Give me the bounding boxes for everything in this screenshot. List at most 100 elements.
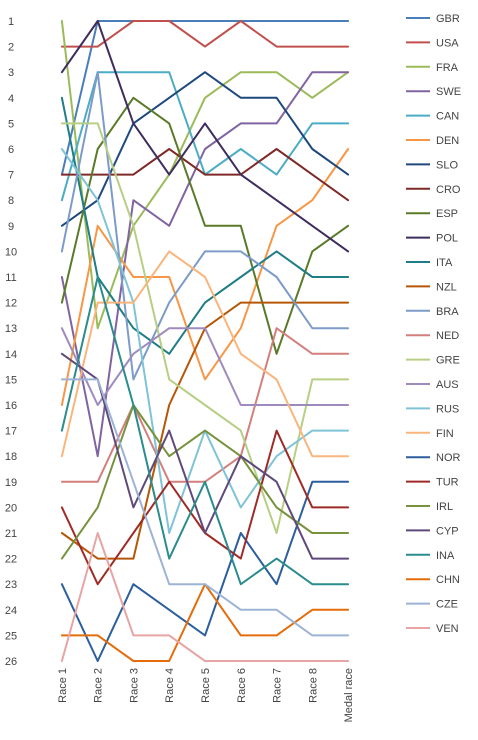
legend-label: TUR bbox=[436, 477, 459, 489]
legend-item: VEN bbox=[406, 623, 459, 635]
y-tick-label: 8 bbox=[8, 195, 14, 207]
series-line-cro bbox=[60, 148, 350, 202]
legend-label: SLO bbox=[436, 159, 458, 171]
series-line-swe bbox=[60, 71, 350, 458]
series-line-ven bbox=[60, 532, 350, 662]
series-line-gbr bbox=[60, 20, 350, 176]
y-tick-label: 3 bbox=[8, 67, 14, 79]
legend-label: DEN bbox=[436, 135, 459, 147]
legend-item: AUS bbox=[406, 379, 459, 391]
legend-item: ITA bbox=[406, 257, 453, 269]
legend-item: DEN bbox=[406, 135, 459, 147]
x-tick-label: Race 1 bbox=[57, 668, 69, 703]
x-axis-ticks: Race 1 Race 2 Race 3 Race 4 Race 5 Race 6 Race… bbox=[57, 668, 355, 722]
legend-item: POL bbox=[406, 233, 458, 245]
y-tick-label: 20 bbox=[5, 502, 17, 514]
legend-item: SLO bbox=[406, 159, 458, 171]
y-tick-label: 19 bbox=[5, 477, 17, 489]
series-line-fin bbox=[60, 250, 350, 458]
y-tick-label: 10 bbox=[5, 246, 17, 258]
legend-label: SWE bbox=[436, 86, 461, 98]
legend-label: NZL bbox=[436, 281, 457, 293]
legend-item: CZE bbox=[406, 599, 458, 611]
legend-label: USA bbox=[436, 37, 459, 49]
series-line-chn bbox=[60, 583, 350, 662]
legend-label: GRE bbox=[436, 355, 460, 367]
legend-label: INA bbox=[436, 550, 455, 562]
legend-label: CYP bbox=[436, 525, 459, 537]
legend-label: AUS bbox=[436, 379, 459, 391]
y-tick-label: 16 bbox=[5, 400, 17, 412]
series-line-ina bbox=[60, 276, 350, 586]
y-tick-label: 9 bbox=[8, 221, 14, 233]
legend-item: NZL bbox=[406, 281, 457, 293]
legend-item: NOR bbox=[406, 452, 461, 464]
y-tick-label: 25 bbox=[5, 630, 17, 642]
legend-label: CRO bbox=[436, 184, 461, 196]
x-tick-label: Race 7 bbox=[272, 668, 284, 703]
legend-item: BRA bbox=[406, 306, 459, 318]
y-tick-label: 7 bbox=[8, 170, 14, 182]
legend-label: BRA bbox=[436, 306, 459, 318]
series-line-bra bbox=[60, 71, 350, 381]
legend-item: GRE bbox=[406, 355, 460, 367]
y-tick-label: 23 bbox=[5, 579, 17, 591]
legend-item: CYP bbox=[406, 525, 459, 537]
legend-label: RUS bbox=[436, 403, 459, 415]
x-tick-label: Race 4 bbox=[164, 668, 176, 703]
y-tick-label: 11 bbox=[5, 272, 16, 284]
y-tick-label: 18 bbox=[5, 451, 17, 463]
y-tick-label: 4 bbox=[8, 93, 14, 105]
y-tick-label: 5 bbox=[8, 118, 14, 130]
legend-label: CAN bbox=[436, 111, 459, 123]
series-line-irl bbox=[60, 404, 350, 560]
x-tick-label: Medal race bbox=[343, 668, 355, 722]
series-line-pol bbox=[60, 20, 350, 253]
legend-label: CHN bbox=[436, 574, 460, 586]
legend-item: RUS bbox=[406, 403, 459, 415]
series-line-tur bbox=[60, 429, 350, 586]
legend-item: CAN bbox=[406, 111, 459, 123]
legend-item: TUR bbox=[406, 477, 459, 489]
series-line-aus bbox=[60, 327, 350, 406]
legend-label: FRA bbox=[436, 62, 459, 74]
series-line-rus bbox=[60, 148, 350, 534]
series-line-esp bbox=[60, 96, 350, 355]
legend-item: CRO bbox=[406, 184, 461, 196]
y-tick-label: 14 bbox=[5, 349, 17, 361]
series-line-usa bbox=[60, 20, 350, 48]
series-line-den bbox=[60, 148, 350, 406]
series-line-cze bbox=[60, 378, 350, 637]
legend-label: IRL bbox=[436, 501, 453, 513]
legend-label: VEN bbox=[436, 623, 459, 635]
legend-label: NED bbox=[436, 330, 459, 342]
series-line-cyp bbox=[60, 352, 350, 560]
legend-item: SWE bbox=[406, 86, 461, 98]
x-tick-label: Race 3 bbox=[128, 668, 140, 703]
x-tick-label: Race 8 bbox=[307, 668, 319, 703]
legend-item: INA bbox=[406, 550, 455, 562]
legend-item: FIN bbox=[406, 428, 454, 440]
legend-item: GBR bbox=[406, 13, 460, 25]
legend-item: ESP bbox=[406, 208, 458, 220]
series-line-nor bbox=[60, 480, 350, 662]
legend-label: NOR bbox=[436, 452, 461, 464]
legend-item: USA bbox=[406, 37, 459, 49]
legend: GBR USA FRA SWE CAN DEN SLO CRO ESP POL ITA NZL BRA N… bbox=[406, 13, 461, 635]
x-tick-label: Race 2 bbox=[93, 668, 105, 703]
y-axis-ticks: 1234567891011121314151617181920212223242… bbox=[5, 16, 17, 668]
legend-label: CZE bbox=[436, 599, 458, 611]
y-tick-label: 1 bbox=[8, 16, 14, 28]
legend-item: NED bbox=[406, 330, 459, 342]
y-tick-label: 21 bbox=[5, 528, 17, 540]
series-line-ita bbox=[60, 96, 350, 355]
y-tick-label: 22 bbox=[5, 554, 17, 566]
y-tick-label: 2 bbox=[8, 42, 14, 54]
y-tick-label: 13 bbox=[5, 323, 17, 335]
x-tick-label: Race 6 bbox=[236, 668, 248, 703]
legend-label: ESP bbox=[436, 208, 458, 220]
y-tick-label: 6 bbox=[8, 144, 14, 156]
legend-label: GBR bbox=[436, 13, 460, 25]
series-layer bbox=[60, 20, 350, 662]
